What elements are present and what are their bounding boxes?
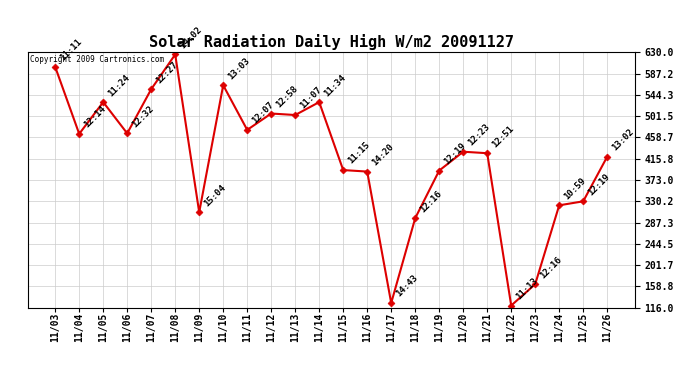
Text: 12:16: 12:16	[538, 255, 563, 280]
Text: 10:59: 10:59	[562, 176, 587, 201]
Text: 13:02: 13:02	[610, 127, 635, 153]
Text: 11:13: 11:13	[514, 276, 540, 302]
Text: 12:32: 12:32	[130, 104, 155, 129]
Text: 12:19: 12:19	[442, 141, 467, 166]
Text: 11:11: 11:11	[58, 38, 83, 63]
Title: Solar Radiation Daily High W/m2 20091127: Solar Radiation Daily High W/m2 20091127	[149, 34, 513, 50]
Text: 11:24: 11:24	[106, 73, 131, 98]
Text: 12:27: 12:27	[154, 60, 179, 85]
Text: 12:19: 12:19	[586, 172, 611, 197]
Text: 12:23: 12:23	[466, 122, 491, 147]
Text: 12:14: 12:14	[82, 104, 108, 130]
Text: 12:16: 12:16	[418, 189, 444, 214]
Text: 14:43: 14:43	[394, 273, 420, 299]
Text: 11:34: 11:34	[322, 73, 347, 98]
Text: Copyright 2009 Cartronics.com: Copyright 2009 Cartronics.com	[30, 55, 164, 64]
Text: 11:07: 11:07	[298, 86, 324, 111]
Text: 14:20: 14:20	[370, 142, 395, 167]
Text: 12:51: 12:51	[490, 124, 515, 149]
Text: 12:07: 12:07	[250, 100, 275, 126]
Text: 15:04: 15:04	[202, 183, 227, 208]
Text: 14:02: 14:02	[178, 25, 204, 50]
Text: 13:03: 13:03	[226, 56, 251, 81]
Text: 12:58: 12:58	[274, 84, 299, 110]
Text: 11:15: 11:15	[346, 141, 371, 166]
